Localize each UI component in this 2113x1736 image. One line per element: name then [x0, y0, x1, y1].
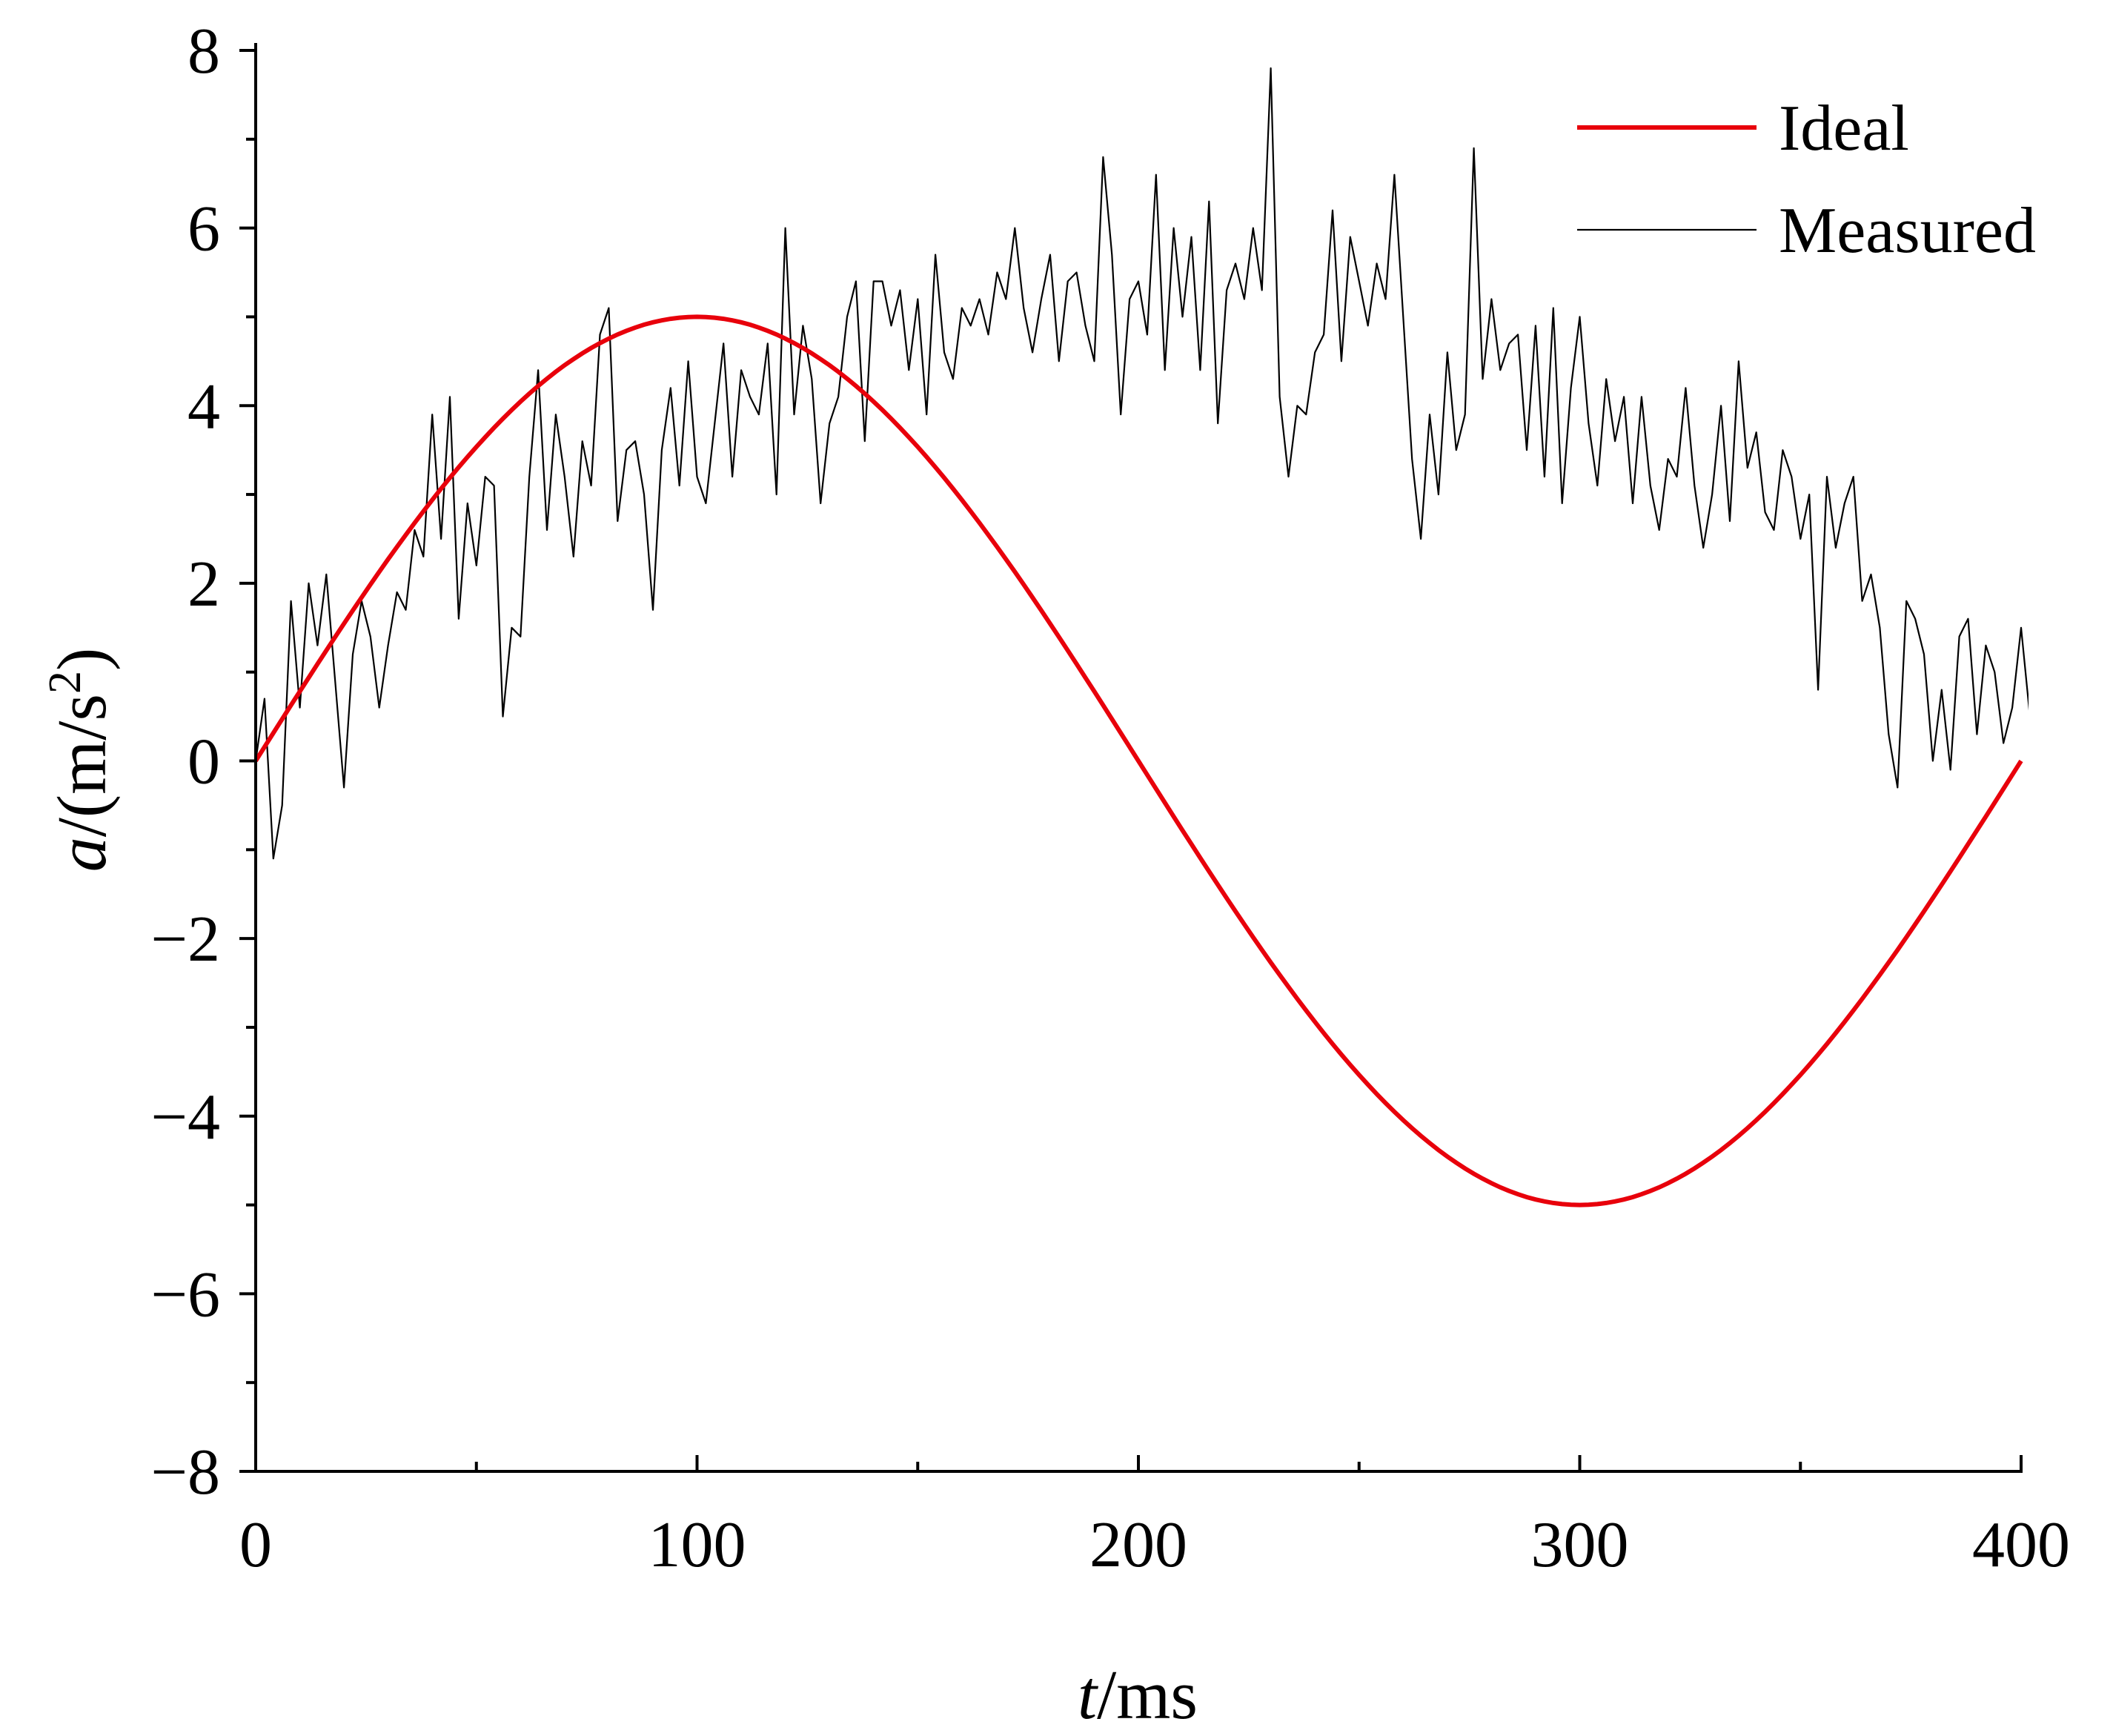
x-tick-label: 300	[1531, 1509, 1629, 1581]
y-tick-label: −6	[150, 1259, 220, 1331]
x-tick-label: 0	[239, 1509, 272, 1581]
y-tick-label: 2	[188, 549, 220, 620]
legend: Ideal Measured	[1577, 93, 2036, 267]
y-tick-label: 4	[188, 371, 220, 443]
y-tick-label: −2	[150, 904, 220, 975]
legend-label: Ideal	[1779, 93, 1909, 165]
axes-layer: 0 100 200 300 400 −8 −6 −4 −2 0 2 4 6 8	[150, 16, 2070, 1581]
x-tick-label: 100	[649, 1509, 746, 1581]
x-axis-title: t/ms	[1078, 1657, 1198, 1734]
series-layer	[256, 67, 2029, 1207]
x-axis-unit: /ms	[1097, 1657, 1198, 1734]
y-tick-label: 8	[188, 16, 220, 87]
y-axis-title: a/(m/s2)	[40, 648, 121, 872]
x-axis-var: t	[1078, 1657, 1098, 1734]
x-tick-label: 400	[1972, 1509, 2070, 1581]
legend-label: Measured	[1779, 195, 2036, 267]
y-axis-unit-suffix: )	[44, 648, 121, 671]
y-axis-var: a	[44, 837, 121, 872]
y-tick-label: −8	[150, 1437, 220, 1508]
y-tick-label: 6	[188, 193, 220, 265]
series-line-measured	[256, 67, 2029, 860]
legend-item-measured: Measured	[1577, 195, 2036, 267]
y-axis-unit-prefix: /(m/s	[44, 694, 121, 837]
legend-item-ideal: Ideal	[1577, 93, 1909, 165]
y-tick-label: −4	[150, 1081, 220, 1153]
y-axis-unit-sup: 2	[40, 671, 90, 694]
y-tick-label: 0	[188, 726, 220, 798]
x-tick-label: 200	[1089, 1509, 1187, 1581]
series-line-ideal	[256, 314, 2023, 1207]
